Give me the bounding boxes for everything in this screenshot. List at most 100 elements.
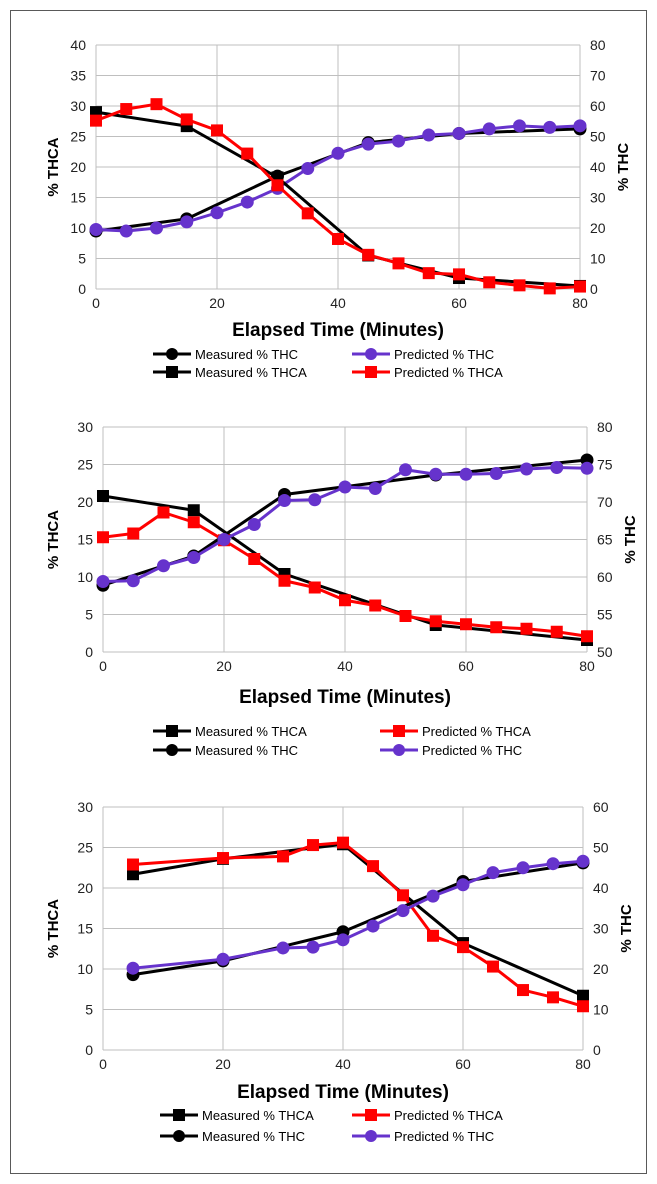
data-point bbox=[399, 463, 412, 477]
data-point bbox=[180, 215, 194, 229]
y2-tick-label: 75 bbox=[597, 457, 613, 473]
data-point bbox=[368, 482, 382, 495]
data-point bbox=[456, 878, 470, 892]
legend-marker bbox=[166, 744, 178, 756]
data-point bbox=[574, 280, 586, 293]
data-point bbox=[187, 551, 201, 564]
data-point bbox=[576, 854, 590, 868]
x-tick-label: 80 bbox=[575, 1056, 591, 1072]
legend-item-predicted-pct-thca: Predicted % THCA bbox=[352, 1108, 503, 1123]
legend-item-predicted-pct-thc: Predicted % THC bbox=[380, 743, 522, 758]
data-point bbox=[240, 195, 254, 209]
y2-tick-label: 50 bbox=[593, 840, 609, 856]
y2-tick-label: 10 bbox=[593, 1002, 609, 1018]
y2-tick-label: 40 bbox=[593, 880, 609, 896]
y-axis-title: % THCA bbox=[45, 137, 62, 196]
legend-label: Measured % THC bbox=[195, 347, 298, 362]
legend-item-predicted-pct-thca: Predicted % THCA bbox=[352, 365, 503, 380]
legend-marker bbox=[365, 1130, 377, 1142]
y2-axis-title: % THC bbox=[618, 904, 635, 953]
data-point bbox=[301, 207, 314, 220]
data-point bbox=[180, 113, 193, 126]
legend-item-measured-pct-thc: Measured % THC bbox=[160, 1129, 305, 1144]
data-point bbox=[397, 889, 409, 902]
y-axis-title: % THCA bbox=[45, 899, 62, 958]
data-point bbox=[362, 248, 375, 261]
data-point bbox=[427, 929, 439, 942]
data-point bbox=[338, 480, 352, 494]
data-point bbox=[89, 223, 103, 237]
data-point bbox=[453, 268, 465, 281]
y2-tick-label: 65 bbox=[597, 532, 613, 548]
legend-label: Predicted % THC bbox=[394, 347, 494, 362]
y2-tick-label: 80 bbox=[590, 37, 606, 53]
data-point bbox=[422, 267, 435, 280]
data-point bbox=[392, 257, 405, 270]
series-line bbox=[132, 859, 584, 970]
data-point bbox=[513, 119, 526, 133]
x-tick-label: 40 bbox=[330, 295, 346, 311]
series-predicted-pct-thc bbox=[89, 119, 587, 238]
legend-marker bbox=[166, 725, 178, 737]
y-tick-label: 15 bbox=[70, 190, 86, 206]
legend-label: Measured % THC bbox=[195, 743, 298, 758]
data-point bbox=[520, 462, 533, 476]
y-tick-label: 5 bbox=[85, 607, 93, 623]
data-point bbox=[96, 575, 110, 588]
series-predicted-pct-thc bbox=[126, 854, 590, 975]
legend-label: Measured % THCA bbox=[202, 1108, 314, 1123]
data-point bbox=[248, 553, 261, 565]
data-point bbox=[516, 861, 530, 875]
y2-tick-label: 40 bbox=[590, 159, 606, 175]
data-point bbox=[119, 224, 133, 238]
data-point bbox=[366, 919, 380, 933]
data-point bbox=[307, 839, 319, 852]
x-tick-label: 40 bbox=[337, 658, 353, 674]
y-tick-label: 30 bbox=[77, 419, 93, 435]
legend-marker bbox=[173, 1109, 185, 1121]
data-point bbox=[127, 858, 139, 871]
y2-tick-label: 10 bbox=[590, 251, 606, 267]
legend-item-predicted-pct-thca: Predicted % THCA bbox=[380, 724, 531, 739]
data-point bbox=[459, 467, 473, 481]
legend-label: Measured % THC bbox=[202, 1129, 305, 1144]
x-tick-label: 80 bbox=[579, 658, 595, 674]
data-point bbox=[157, 506, 170, 519]
x-tick-label: 20 bbox=[215, 1056, 231, 1072]
data-point bbox=[187, 516, 200, 529]
data-point bbox=[396, 904, 410, 918]
x-tick-label: 40 bbox=[335, 1056, 351, 1072]
data-point bbox=[429, 615, 442, 628]
legend-marker bbox=[166, 366, 178, 378]
series-line bbox=[132, 842, 584, 998]
data-point bbox=[306, 940, 320, 954]
y-tick-label: 10 bbox=[77, 961, 93, 977]
data-point bbox=[308, 581, 321, 594]
y-tick-label: 30 bbox=[70, 98, 86, 114]
data-point bbox=[210, 206, 224, 220]
y2-tick-label: 50 bbox=[597, 644, 613, 660]
legend-label: Predicted % THCA bbox=[394, 365, 503, 380]
data-point bbox=[308, 493, 322, 507]
chart-2: 0 5 10 15 20 25 30 50 55 60 65 70 75 80 0 20 40 60 80 Elaps… bbox=[45, 419, 639, 758]
legend-label: Predicted % THC bbox=[422, 743, 522, 758]
x-tick-label: 0 bbox=[99, 1056, 107, 1072]
x-tick-label: 20 bbox=[216, 658, 232, 674]
data-point bbox=[301, 162, 315, 176]
data-point bbox=[339, 594, 351, 607]
legend-marker bbox=[365, 1109, 377, 1121]
data-point bbox=[126, 574, 140, 588]
data-point bbox=[513, 279, 526, 292]
series-predicted-pct-thca bbox=[127, 836, 589, 1013]
legend-marker bbox=[393, 725, 405, 737]
x-tick-label: 80 bbox=[572, 295, 588, 311]
y-tick-label: 5 bbox=[85, 1002, 93, 1018]
data-point bbox=[577, 989, 589, 1002]
data-point bbox=[277, 850, 289, 863]
y2-tick-label: 70 bbox=[597, 494, 613, 510]
x-tick-label: 60 bbox=[455, 1056, 471, 1072]
data-point bbox=[361, 137, 375, 151]
data-point bbox=[278, 494, 291, 507]
y-tick-label: 25 bbox=[77, 457, 93, 473]
